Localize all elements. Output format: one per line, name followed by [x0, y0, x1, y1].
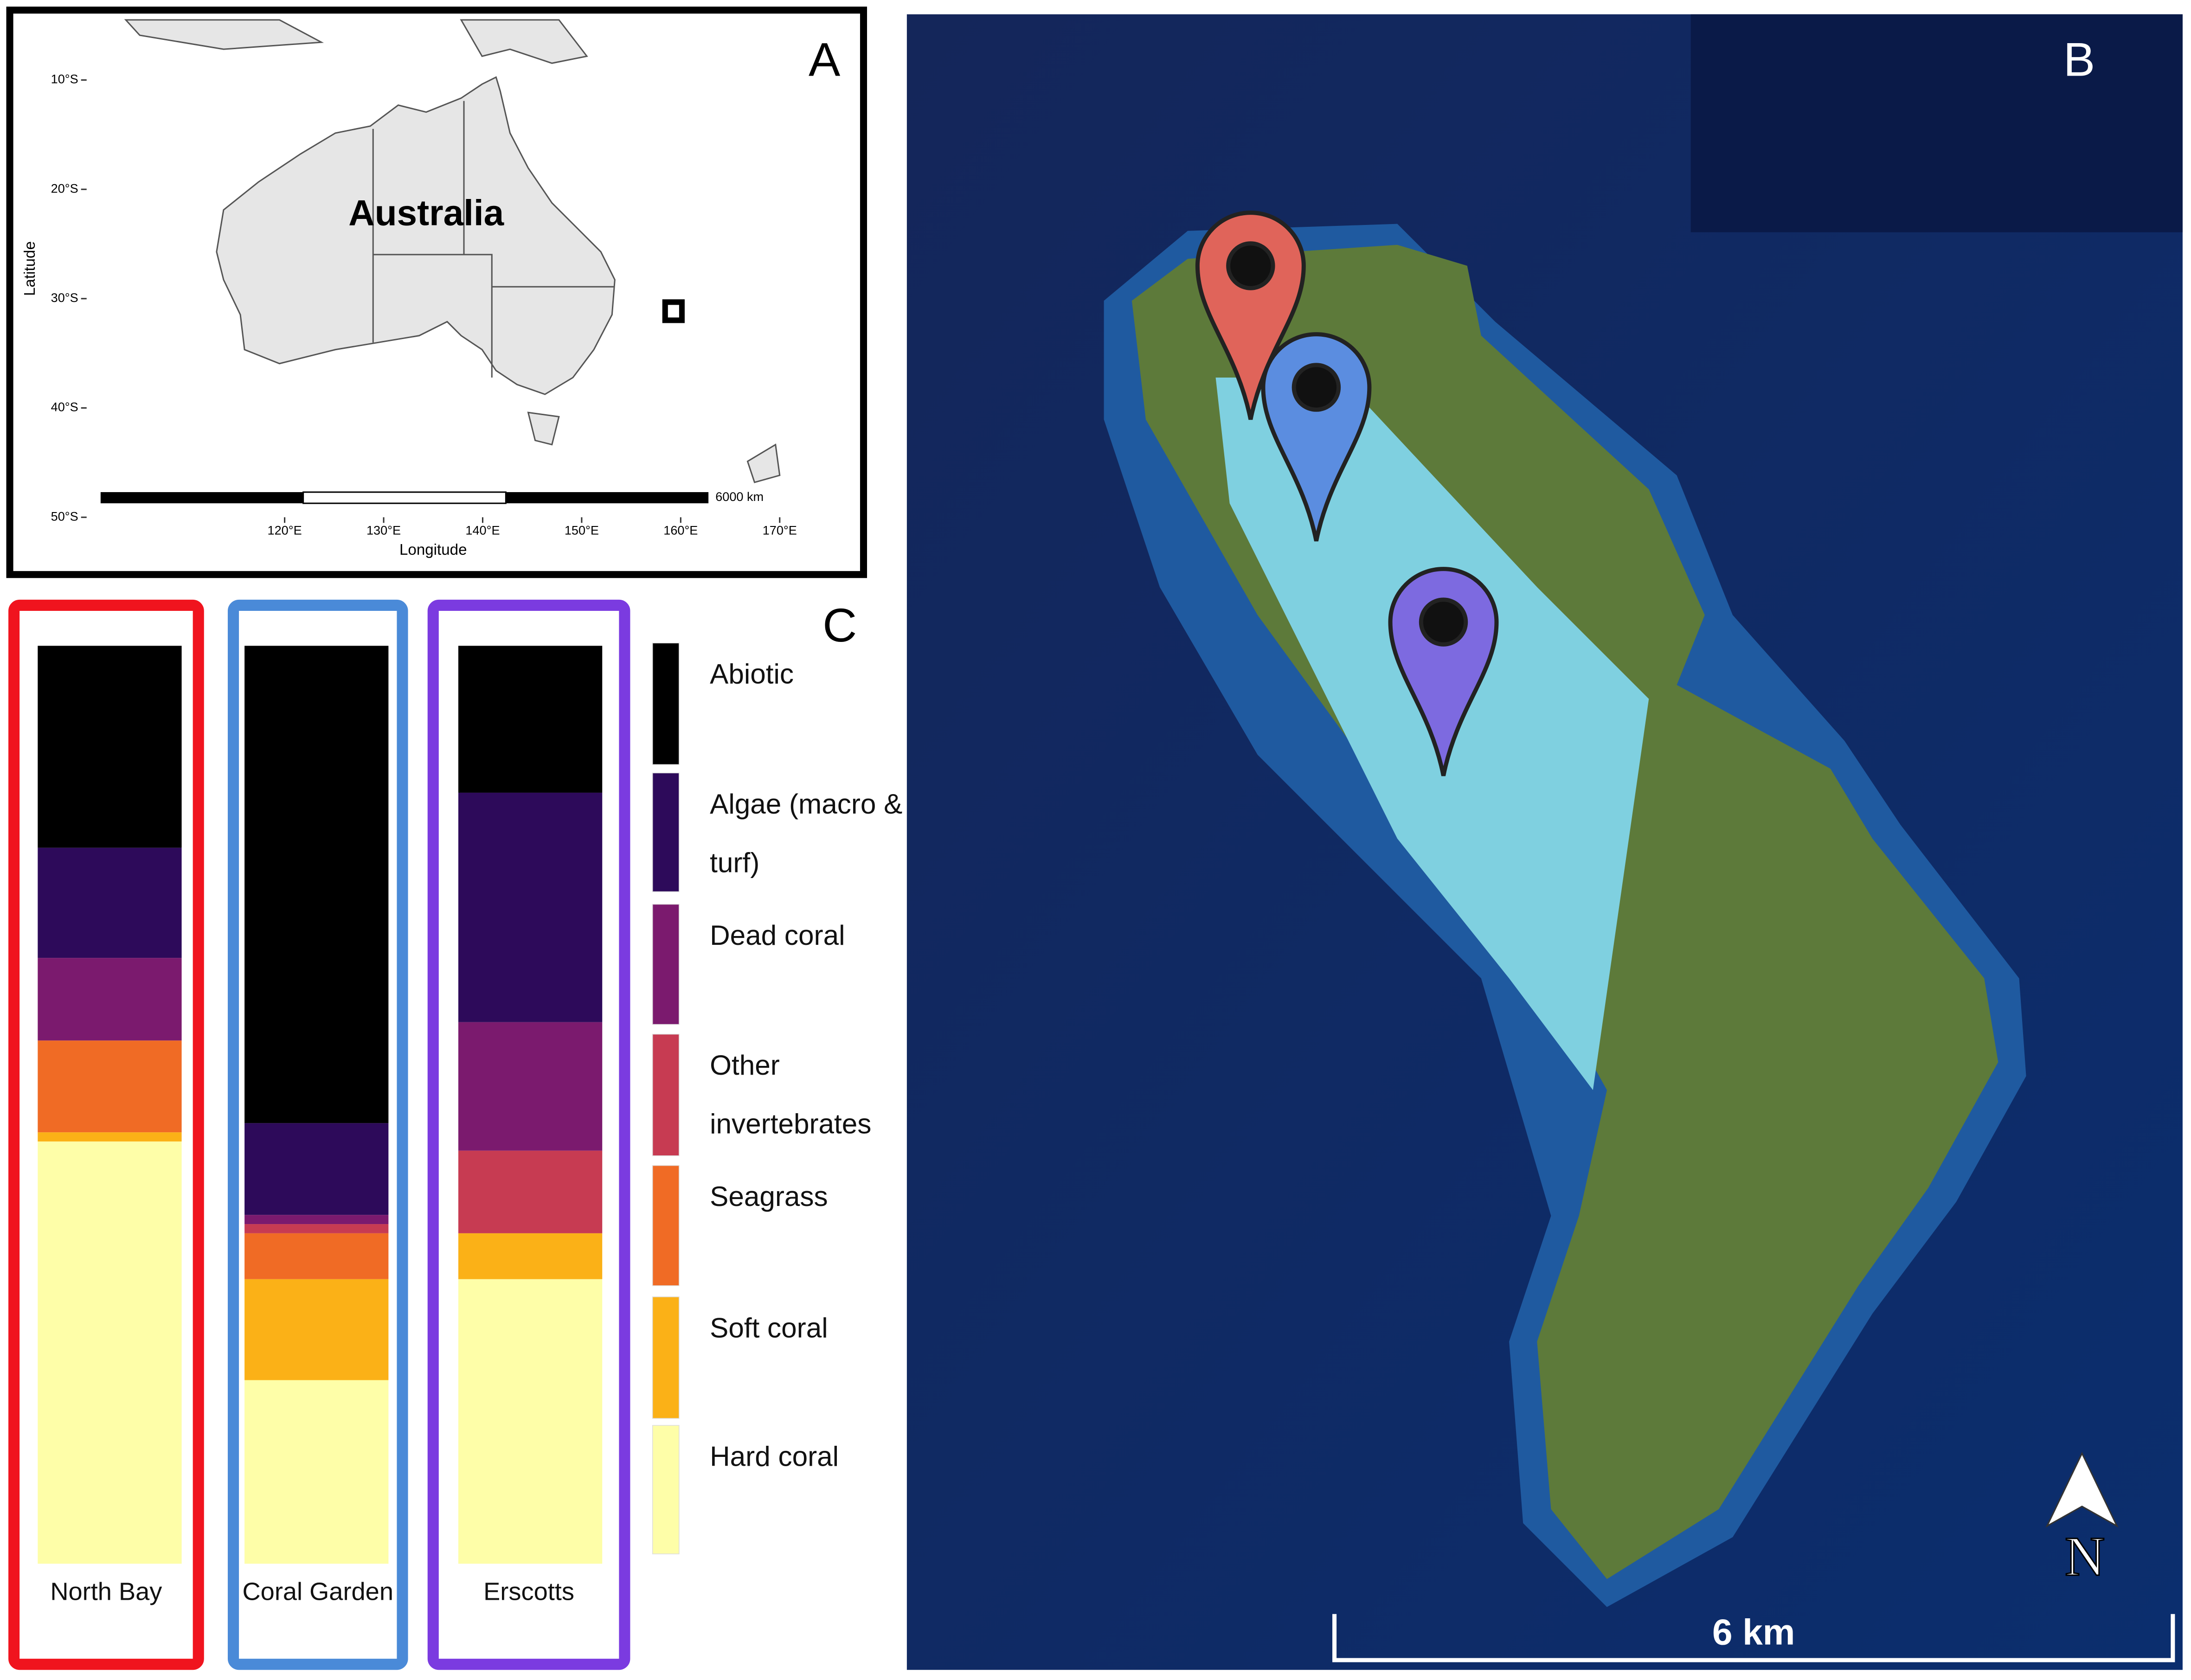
bar-segment	[458, 1233, 603, 1279]
bar-segment	[38, 1040, 182, 1133]
legend-label-box: Algae (macro & turf)	[710, 789, 903, 879]
bar-segment	[244, 1279, 389, 1380]
legend-label-box: Abiotic	[710, 660, 794, 691]
legend-label-box: Other invertebrates	[710, 1051, 872, 1141]
x-tick-label: 120°E	[268, 523, 302, 537]
legend-label: Abiotic	[710, 660, 794, 691]
panel-label: C	[822, 598, 857, 652]
bar-segment	[458, 792, 603, 1022]
australia	[216, 76, 616, 395]
map-label: Australia	[348, 192, 505, 233]
legend-label: Other invertebrates	[710, 1051, 872, 1141]
pin	[1261, 332, 1372, 542]
bar-segment	[244, 646, 389, 1123]
legend-swatch	[652, 1296, 680, 1419]
bar-segment	[458, 1279, 603, 1564]
bar-segment	[38, 958, 182, 1041]
legend-swatch	[652, 1165, 680, 1286]
y-tick-label: 30°S	[51, 290, 78, 305]
x-tick-label: 170°E	[763, 523, 797, 537]
legend-swatch	[652, 1033, 680, 1156]
legend-label: Seagrass	[710, 1182, 828, 1213]
legend-label-box: Soft coral	[710, 1314, 828, 1345]
x-tick-label: 150°E	[565, 523, 599, 537]
tasmania	[527, 411, 560, 446]
bar-segment	[38, 847, 182, 958]
site-box	[662, 299, 685, 323]
category-label: Erscotts	[483, 1577, 574, 1606]
legend-swatch	[652, 1425, 680, 1554]
legend-label: Hard coral	[710, 1442, 839, 1473]
y-tick-label: 20°S	[51, 181, 78, 195]
legend-label: Dead coral	[710, 921, 845, 952]
scale-label: 6 km	[1712, 1612, 1795, 1653]
bar-segment	[458, 1022, 603, 1151]
y-tick-label: 50°S	[51, 509, 78, 523]
legend-label-box: Hard coral	[710, 1442, 839, 1473]
pin-hole	[1226, 241, 1275, 290]
bar-segment	[244, 1233, 389, 1279]
pin-hole	[1291, 363, 1341, 412]
panel-label: A	[809, 32, 841, 86]
bar-segment	[458, 1150, 603, 1233]
bar-segment	[244, 1215, 389, 1225]
legend-label-box: Seagrass	[710, 1182, 828, 1213]
category-label-box: Coral Garden	[242, 1577, 394, 1606]
category-label-box: Erscotts	[483, 1577, 574, 1606]
legend-label: Soft coral	[710, 1314, 828, 1345]
pin	[1388, 567, 1499, 776]
bar-segment	[38, 646, 182, 848]
site-pins	[1195, 211, 1499, 776]
bar-chart	[8, 599, 630, 1670]
new-guinea	[460, 19, 588, 64]
y-axis-label: Latitude	[21, 241, 39, 296]
pin-hole	[1419, 597, 1468, 647]
scale-seg	[506, 492, 709, 504]
pin	[1195, 211, 1306, 420]
y-tick-label: 40°S	[51, 400, 78, 414]
scale-label: 6000 km	[715, 489, 764, 504]
map-shapes	[124, 19, 781, 483]
legend-swatch	[652, 772, 680, 892]
site-frame	[427, 599, 630, 1670]
bar-segment	[458, 646, 603, 793]
bar-segment	[244, 1224, 389, 1233]
x-tick-label: 160°E	[663, 523, 698, 537]
new-zealand	[746, 443, 781, 483]
y-tick-label: 10°S	[51, 72, 78, 86]
site-frame	[227, 599, 408, 1670]
satellite-tile	[1690, 14, 2183, 232]
category-label: Coral Garden	[242, 1577, 394, 1606]
scale-bar	[1332, 1614, 2175, 1662]
states	[372, 101, 615, 378]
x-axis-label: Longitude	[399, 541, 467, 558]
islands	[124, 19, 324, 50]
category-label: North Bay	[50, 1577, 162, 1606]
legend-label-box: Dead coral	[710, 921, 845, 952]
scale-seg	[100, 492, 303, 504]
north-label: N	[2065, 1526, 2105, 1588]
bar-segment	[38, 1132, 182, 1141]
bar-segment	[38, 1141, 182, 1564]
x-tick-label: 130°E	[366, 523, 401, 537]
legend-label: Algae (macro & turf)	[710, 789, 903, 879]
bar-segment	[244, 1380, 389, 1564]
legend-swatch	[652, 904, 680, 1025]
legend-swatch	[652, 642, 680, 765]
site-frame	[8, 599, 204, 1670]
category-label-box: North Bay	[50, 1577, 162, 1606]
panel-label: B	[2063, 32, 2095, 86]
scale-seg	[302, 491, 507, 504]
x-tick-label: 140°E	[465, 523, 500, 537]
bar-segment	[244, 1123, 389, 1215]
north-arrow	[2045, 1451, 2119, 1528]
